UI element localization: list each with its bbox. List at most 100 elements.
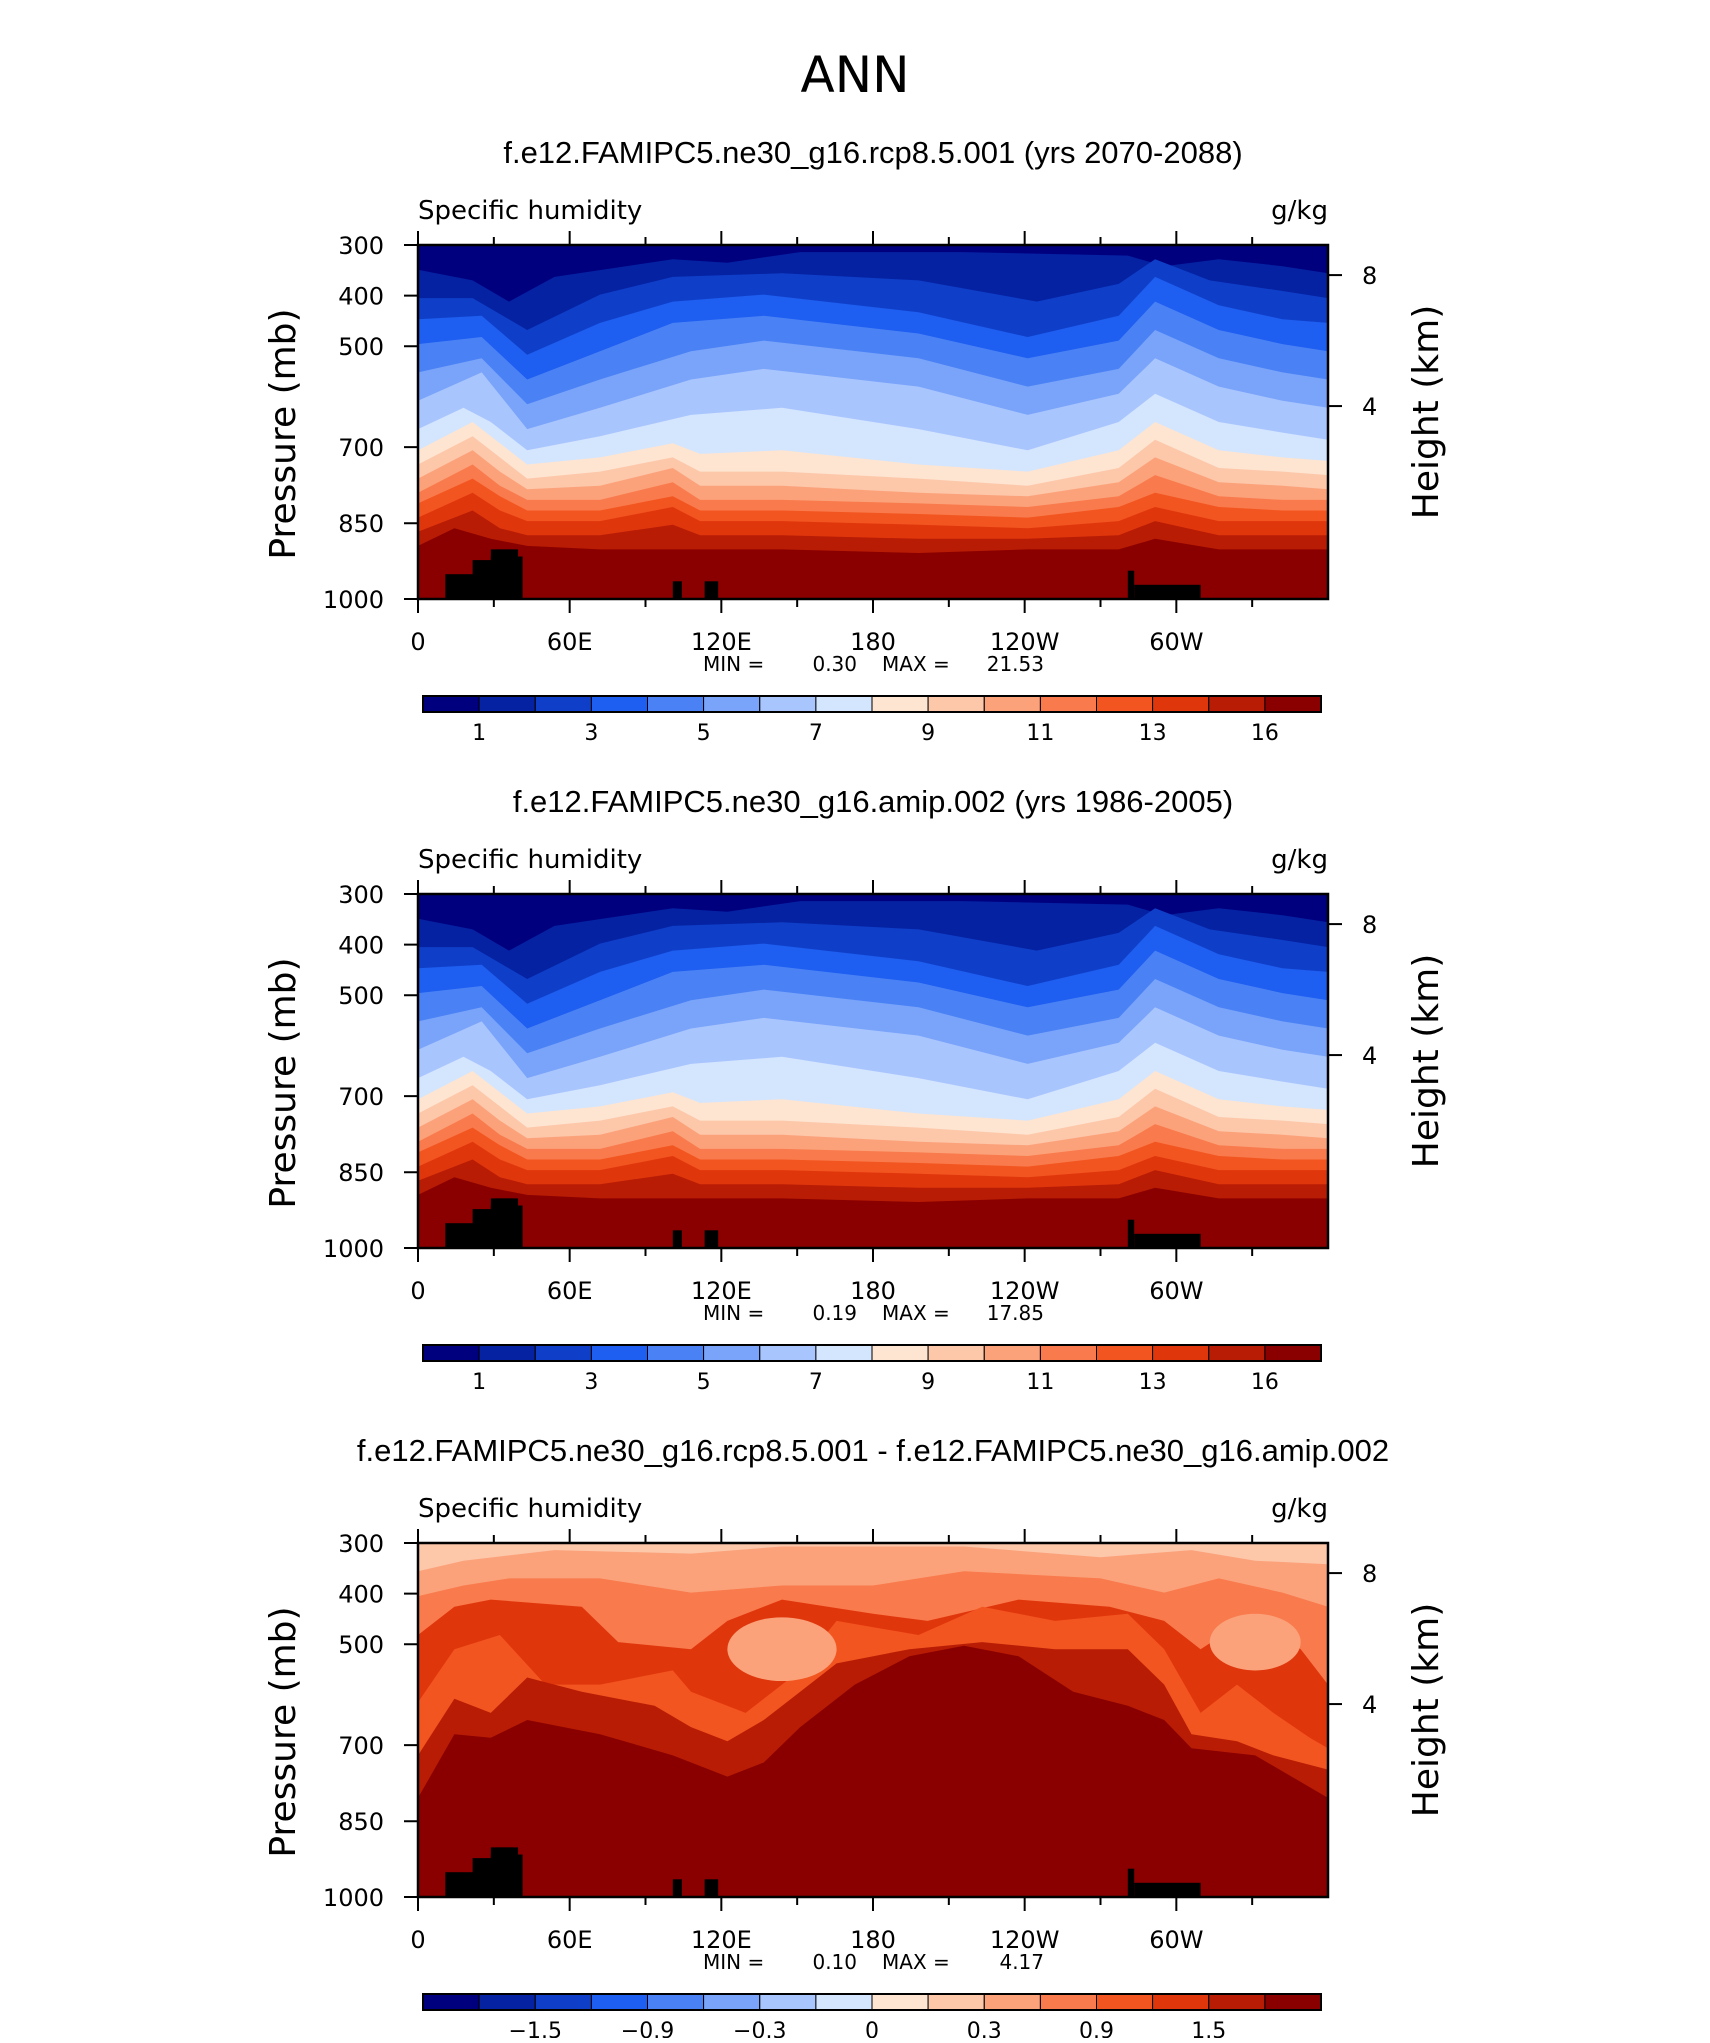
colorbar-label: 13: [1139, 721, 1167, 746]
max-value: 4.17: [999, 1950, 1044, 1974]
x-tick-label: 180: [850, 1277, 896, 1305]
colorbar-swatch: [1264, 1344, 1322, 1362]
colorbar-frame: [422, 1344, 1322, 1362]
y-axis-title: Pressure (mb): [263, 1606, 304, 1857]
colorbar-swatch: [815, 1344, 873, 1362]
colorbar-label: 1.5: [1191, 2019, 1226, 2038]
topography-mask-8: [1134, 1233, 1201, 1248]
y-tick-label: 1000: [323, 1884, 384, 1912]
colorbar-swatch: [815, 1993, 873, 2011]
colorbar-swatch: [590, 695, 649, 713]
colorbar-swatch: [1096, 695, 1154, 713]
y-tick-label: 1000: [323, 1235, 384, 1263]
topography-mask-5: [672, 1230, 682, 1248]
colorbar-swatch: [815, 695, 873, 713]
topography-mask-4: [495, 549, 514, 582]
colorbar-swatch: [478, 1993, 536, 2011]
colorbar-label: 5: [697, 721, 711, 746]
topography-mask-7: [1127, 1219, 1135, 1248]
x-tick-label: 120E: [691, 1277, 752, 1305]
y-right-axis-title: Height (km): [1406, 954, 1447, 1168]
colorbar-label: −0.9: [621, 2019, 674, 2038]
y-tick-label: 400: [338, 283, 384, 311]
x-tick-label: 120E: [691, 1926, 752, 1954]
y-tick-label: 1000: [323, 586, 384, 614]
max-label: MAX =: [882, 1301, 950, 1325]
contour-band-15: [418, 528, 1328, 599]
contour-pocket-1: [727, 1617, 837, 1682]
y-right-axis-title: Height (km): [1406, 1603, 1447, 1817]
colorbar-swatch: [1039, 1993, 1098, 2011]
colorbar-swatch: [1152, 1993, 1210, 2011]
y-tick-label: 500: [338, 1631, 384, 1659]
colorbar-label: 0.3: [967, 2019, 1002, 2038]
y-tick-label: 700: [338, 434, 384, 462]
contour-field: [418, 894, 1328, 1248]
max-value: 17.85: [987, 1301, 1044, 1325]
colorbar-swatch: [703, 695, 761, 713]
topography-mask-4: [495, 1847, 514, 1880]
y-tick-label: 850: [338, 1159, 384, 1187]
topography-mask-6: [704, 1879, 719, 1897]
colorbar-swatch: [422, 695, 480, 713]
colorbar-swatch: [534, 695, 592, 713]
contour-band-6: [418, 1645, 1328, 1897]
colorbar-swatch: [1039, 1344, 1098, 1362]
x-tick-label: 0: [410, 1926, 425, 1954]
colorbar-label: 16: [1251, 1370, 1279, 1395]
colorbar-swatch: [703, 1344, 761, 1362]
min-value: 0.10: [812, 1950, 857, 1974]
colorbar-swatch: [983, 1993, 1041, 2011]
colorbar-label: −1.5: [509, 2019, 562, 2038]
y-right-axis-title: Height (km): [1406, 305, 1447, 519]
colorbar: 1 3 5 7 9 11 13 16: [422, 1344, 1322, 1395]
x-tick-label: 60E: [547, 628, 593, 656]
topography-mask-6: [704, 1230, 719, 1248]
min-label: MIN =: [703, 1301, 764, 1325]
max-value: 21.53: [987, 652, 1044, 676]
colorbar-swatch: [1039, 695, 1098, 713]
colorbar-label: 1: [472, 721, 486, 746]
colorbar-swatch: [534, 1993, 592, 2011]
colorbar-label: 0: [865, 2019, 879, 2038]
y-tick-label: 850: [338, 510, 384, 538]
colorbar-swatch: [1208, 695, 1266, 713]
colorbar-swatch: [478, 695, 536, 713]
panel-title: f.e12.FAMIPC5.ne30_g16.rcp8.5.001 (yrs 2…: [503, 135, 1242, 170]
colorbar-swatch: [422, 1344, 480, 1362]
colorbar-swatch: [1096, 1993, 1154, 2011]
x-tick-label: 120W: [990, 1926, 1060, 1954]
min-value: 0.30: [812, 652, 857, 676]
colorbar-swatch: [647, 1993, 705, 2011]
colorbar-label: 3: [584, 1370, 598, 1395]
colorbar-swatch: [759, 1993, 817, 2011]
y-axis-title: Pressure (mb): [263, 957, 304, 1208]
topography-mask-6: [704, 581, 719, 599]
colorbar-swatch: [871, 1344, 929, 1362]
colorbar-swatch: [590, 1344, 649, 1362]
height-tick-label: 8: [1362, 911, 1377, 939]
y-tick-label: 700: [338, 1732, 384, 1760]
panel-3: f.e12.FAMIPC5.ne30_g16.rcp8.5.001 - f.e1…: [263, 1433, 1447, 2043]
panel-2: f.e12.FAMIPC5.ne30_g16.amip.002 (yrs 198…: [263, 784, 1447, 1395]
topography-mask-7: [1127, 570, 1135, 599]
max-label: MAX =: [882, 652, 950, 676]
colorbar-swatch: [927, 1344, 985, 1362]
colorbar-swatch: [647, 695, 705, 713]
x-tick-label: 180: [850, 628, 896, 656]
colorbar-swatch: [1264, 695, 1322, 713]
units-label: g/kg: [1271, 1494, 1328, 1524]
units-label: g/kg: [1271, 845, 1328, 875]
min-label: MIN =: [703, 1950, 764, 1974]
min-label: MIN =: [703, 652, 764, 676]
colorbar-swatch: [927, 695, 985, 713]
colorbar-swatch: [422, 1993, 480, 2011]
colorbar-swatch: [983, 695, 1041, 713]
x-tick-label: 60W: [1149, 1277, 1203, 1305]
variable-label: Specific humidity: [418, 845, 642, 875]
page-title: ANN: [800, 46, 909, 104]
height-tick-label: 4: [1362, 1042, 1377, 1070]
x-tick-label: 120E: [691, 628, 752, 656]
